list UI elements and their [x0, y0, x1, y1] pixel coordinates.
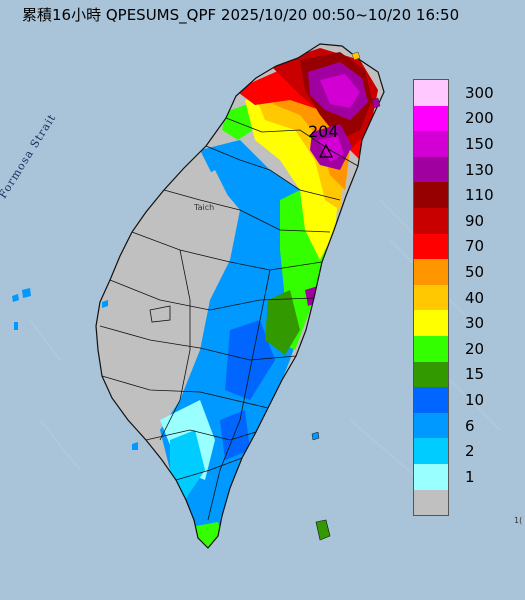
- legend-swatch: [414, 259, 448, 285]
- offshore-islands: [12, 51, 381, 541]
- legend-swatch: [414, 284, 448, 311]
- legend-label: 90: [465, 211, 485, 230]
- legend-label: 20: [465, 339, 485, 358]
- max-value-label: 204: [308, 122, 339, 141]
- legend-swatch: [414, 207, 448, 234]
- legend-swatch: [414, 310, 448, 336]
- legend-swatch: [414, 105, 448, 132]
- legend-label: 130: [465, 160, 494, 179]
- legend-label: 6: [465, 416, 475, 435]
- legend-label: 30: [465, 314, 485, 333]
- legend-colorbar: [413, 79, 449, 517]
- legend-swatch: [414, 438, 448, 464]
- legend-swatch: [414, 233, 448, 260]
- legend-swatch: [414, 489, 448, 516]
- legend-label: 40: [465, 288, 485, 307]
- legend-label: 1: [465, 467, 475, 486]
- legend-swatch: [414, 335, 448, 362]
- legend-label: 10: [465, 391, 485, 409]
- legend-swatch: [414, 131, 448, 157]
- legend-swatch: [414, 412, 448, 439]
- legend-label: 70: [465, 237, 485, 256]
- precipitation-field: [96, 48, 378, 548]
- legend-swatch: [414, 182, 448, 208]
- legend-label: 110: [465, 186, 494, 205]
- legend-swatch: [414, 156, 448, 183]
- map-title: 累積16小時 QPESUMS_QPF 2025/10/20 00:50~10/2…: [22, 6, 460, 24]
- edge-label: 1(: [514, 516, 523, 525]
- legend-swatch: [414, 463, 448, 490]
- legend-swatch: [414, 361, 448, 388]
- legend-swatch: [414, 80, 448, 106]
- legend-label: 300: [465, 83, 494, 102]
- legend-label: 50: [465, 263, 485, 281]
- legend-label: 150: [465, 135, 494, 153]
- city-label: Taich: [194, 203, 215, 212]
- legend-label: 2: [465, 442, 475, 461]
- legend-label: 200: [465, 109, 494, 128]
- legend-label: 15: [465, 365, 485, 384]
- legend-swatch: [414, 387, 448, 413]
- county-boundaries: [95, 43, 385, 549]
- triangle-marker-icon: [319, 143, 333, 158]
